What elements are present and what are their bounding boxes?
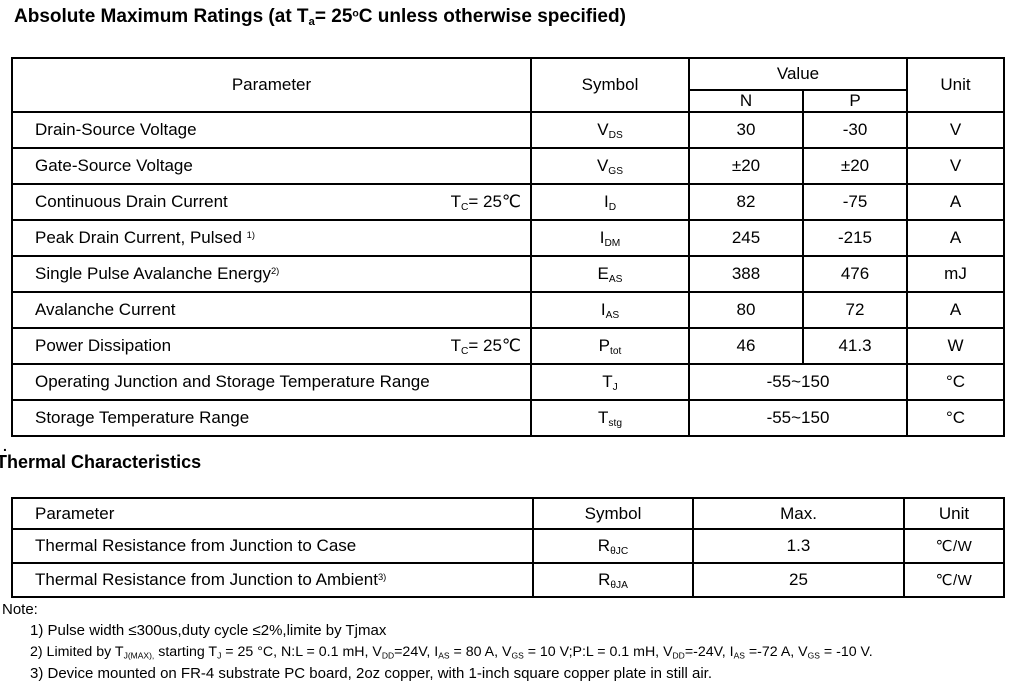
note-1: 1) Pulse width ≤300us,duty cycle ≤2%,lim… [30,622,387,639]
unit-cell: V [906,111,1005,149]
p-value-cell: -215 [802,219,908,257]
unit-cell: A [906,183,1005,221]
p-value-cell: 476 [802,255,908,293]
max-value-cell: 25 [692,562,905,598]
param-name: Single Pulse Avalanche Energy2) [35,264,280,283]
symbol-cell: RθJC [532,528,694,564]
symbol-cell: IDM [530,219,690,257]
n-value-cell: 245 [688,219,804,257]
p-value-cell: -75 [802,183,908,221]
p-value-cell: 72 [802,291,908,329]
table-row: Storage Temperature Range Tstg -55~150 °… [11,399,1005,437]
parameter-cell: Gate-Source Voltage [11,147,532,185]
parameter-cell: Drain-Source Voltage [11,111,532,149]
table-row: Peak Drain Current, Pulsed 1) IDM 245 -2… [11,219,1005,257]
stray-dot: . [3,438,7,454]
param-condition: TC= 25℃ [450,191,521,213]
note-3: 3) Device mounted on FR-4 substrate PC b… [30,665,713,683]
table-row: Power Dissipation TC= 25℃ Ptot 46 41.3 W [11,327,1005,365]
unit-cell: °C [906,363,1005,401]
max-value-cell: 1.3 [692,528,905,564]
parameter-cell: Thermal Resistance from Junction to Case [11,528,534,564]
param-name: Thermal Resistance from Junction to Case [35,536,357,555]
n-value-cell: 46 [688,327,804,365]
table-row: Continuous Drain Current TC= 25℃ ID 82 -7… [11,183,1005,221]
thermal-characteristics-title: Thermal Characteristics [0,452,202,472]
table-row: Gate-Source Voltage VGS ±20 ±20 V [11,147,1005,185]
header-p: P [802,89,908,113]
symbol-cell: ID [530,183,690,221]
parameter-cell: Peak Drain Current, Pulsed 1) [11,219,532,257]
unit-cell: W [906,327,1005,365]
parameter-cell: Power Dissipation TC= 25℃ [11,327,532,365]
header-parameter: Parameter [11,57,532,113]
parameter-cell: Continuous Drain Current TC= 25℃ [11,183,532,221]
header-parameter: Parameter [11,497,534,530]
unit-cell: V [906,147,1005,185]
param-name: Gate-Source Voltage [35,156,193,175]
n-value-cell: 80 [688,291,804,329]
absolute-maximum-ratings-table: Parameter Symbol Value Unit N P Drain-So… [11,57,1005,437]
note-2: 2) Limited by TJ(MAX), starting TJ = 25 … [30,644,873,661]
table-row: Single Pulse Avalanche Energy2) EAS 388 … [11,255,1005,293]
note-label: Note: [2,601,38,618]
header-unit: Unit [906,57,1005,113]
parameter-cell: Single Pulse Avalanche Energy2) [11,255,532,293]
unit-cell: mJ [906,255,1005,293]
unit-cell: ℃/W [903,562,1005,598]
header-value: Value [688,57,908,91]
param-name: Thermal Resistance from Junction to Ambi… [35,570,387,589]
n-value-cell: 388 [688,255,804,293]
param-name: Peak Drain Current, Pulsed 1) [35,228,255,247]
n-value-cell: ±20 [688,147,804,185]
symbol-cell: Ptot [530,327,690,365]
parameter-cell: Avalanche Current [11,291,532,329]
param-name: Drain-Source Voltage [35,120,197,139]
symbol-cell: IAS [530,291,690,329]
p-value-cell: 41.3 [802,327,908,365]
symbol-cell: TJ [530,363,690,401]
p-value-cell: -30 [802,111,908,149]
thermal-header-row: Parameter Symbol Max. Unit [11,497,1005,530]
param-name: Continuous Drain Current [35,192,228,211]
header-unit: Unit [903,497,1005,530]
symbol-cell: VGS [530,147,690,185]
unit-cell: ℃/W [903,528,1005,564]
table-row: Avalanche Current IAS 80 72 A [11,291,1005,329]
table-row: Drain-Source Voltage VDS 30 -30 V [11,111,1005,149]
parameter-cell: Storage Temperature Range [11,399,532,437]
param-name: Avalanche Current [35,300,176,319]
notes-section: Note: 1) Pulse width ≤300us,duty cycle ≤… [2,601,1024,682]
header-symbol: Symbol [530,57,690,113]
parameter-cell: Thermal Resistance from Junction to Ambi… [11,562,534,598]
param-name: Power Dissipation [35,336,172,355]
symbol-cell: VDS [530,111,690,149]
merged-value-cell: -55~150 [688,363,908,401]
parameter-cell: Operating Junction and Storage Temperatu… [11,363,532,401]
unit-cell: A [906,219,1005,257]
param-condition: TC= 25℃ [450,335,521,357]
n-value-cell: 82 [688,183,804,221]
abs-header-row: Parameter Symbol Value Unit [11,57,1005,113]
thermal-characteristics-table: Parameter Symbol Max. Unit Thermal Resis… [11,497,1005,598]
header-n: N [688,89,804,113]
table-row: Thermal Resistance from Junction to Ambi… [11,562,1005,598]
abs-subheader-row: N P [12,89,1004,113]
symbol-cell: EAS [530,255,690,293]
param-name: Storage Temperature Range [35,408,250,427]
header-max: Max. [692,497,905,530]
absolute-maximum-ratings-title: Absolute Maximum Ratings (at Ta= 25oC un… [14,6,626,29]
param-name: Operating Junction and Storage Temperatu… [35,372,430,391]
n-value-cell: 30 [688,111,804,149]
symbol-cell: RθJA [532,562,694,598]
table-row: Thermal Resistance from Junction to Case… [11,528,1005,564]
p-value-cell: ±20 [802,147,908,185]
header-symbol: Symbol [532,497,694,530]
merged-value-cell: -55~150 [688,399,908,437]
symbol-cell: Tstg [530,399,690,437]
unit-cell: °C [906,399,1005,437]
unit-cell: A [906,291,1005,329]
table-row: Operating Junction and Storage Temperatu… [11,363,1005,401]
